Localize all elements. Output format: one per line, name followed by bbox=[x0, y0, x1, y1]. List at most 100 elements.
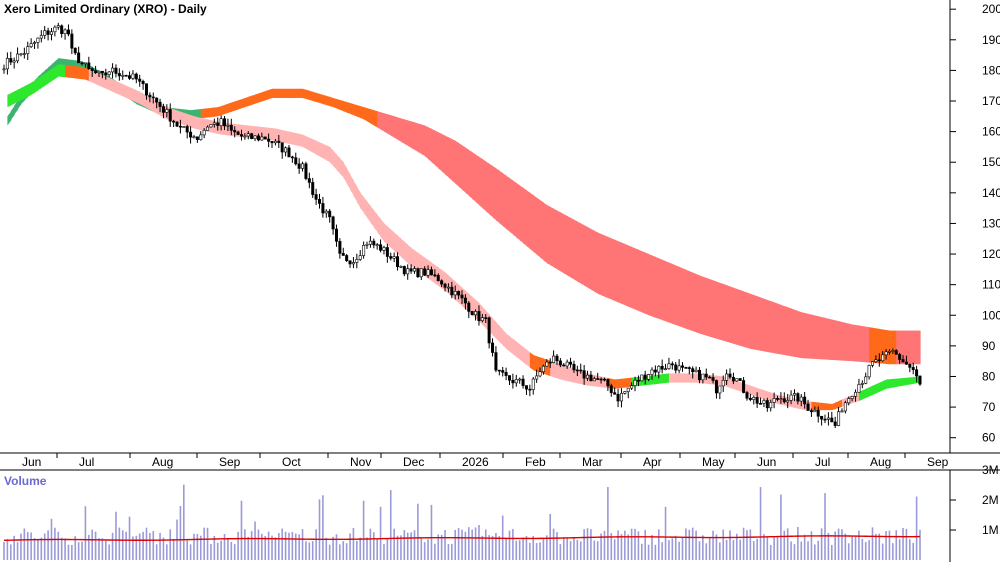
short-term-band-segment bbox=[899, 378, 904, 387]
month-tick-label: Sep bbox=[219, 455, 241, 469]
volume-bar bbox=[335, 534, 338, 560]
candle-body bbox=[429, 269, 433, 276]
long-term-band-segment bbox=[394, 116, 399, 140]
long-term-band-segment bbox=[763, 298, 768, 352]
short-term-band-segment bbox=[278, 129, 283, 143]
candle-body bbox=[694, 369, 698, 373]
long-term-band-segment bbox=[719, 282, 724, 341]
short-term-band-segment bbox=[563, 365, 568, 382]
candle-body bbox=[90, 68, 94, 71]
volume-bar bbox=[393, 528, 395, 560]
candle-body bbox=[263, 136, 267, 140]
candle-body bbox=[779, 398, 783, 400]
volume-bar bbox=[461, 529, 463, 560]
volume-bar bbox=[230, 541, 233, 560]
long-term-band-segment bbox=[407, 120, 412, 148]
candle-body bbox=[2, 68, 6, 71]
volume-bar bbox=[837, 528, 840, 560]
short-term-band-segment bbox=[363, 197, 368, 218]
short-term-band-segment bbox=[862, 388, 867, 400]
long-term-band-segment bbox=[397, 117, 402, 142]
long-term-band-segment bbox=[730, 286, 735, 344]
short-term-band-segment bbox=[112, 79, 117, 94]
indicator-bands bbox=[7, 58, 921, 411]
volume-bar bbox=[47, 530, 49, 560]
short-term-band-segment bbox=[682, 373, 687, 383]
short-term-band-segment bbox=[621, 378, 626, 388]
volume-bar bbox=[440, 534, 443, 560]
long-term-band-segment bbox=[706, 277, 711, 337]
price-tick-label: 190 bbox=[982, 33, 1000, 47]
volume-bar bbox=[776, 536, 779, 560]
candle-body bbox=[100, 70, 104, 74]
volume-bar bbox=[603, 530, 606, 560]
volume-bar bbox=[315, 529, 317, 560]
long-term-band-segment bbox=[791, 308, 796, 357]
candle-body bbox=[718, 385, 722, 394]
long-term-band-segment bbox=[210, 107, 215, 118]
short-term-band-segment bbox=[906, 377, 911, 386]
short-term-band-segment bbox=[82, 66, 87, 80]
short-term-band-segment bbox=[407, 244, 412, 267]
candle-body bbox=[372, 240, 376, 246]
volume-bar bbox=[905, 528, 908, 560]
candle-body bbox=[626, 387, 630, 392]
long-term-band-segment bbox=[377, 111, 382, 130]
volume-bar bbox=[298, 534, 300, 560]
short-term-band-segment bbox=[529, 352, 534, 371]
volume-bar bbox=[294, 533, 297, 560]
volume-bar bbox=[742, 527, 745, 560]
date-axis-ticks: Jun Jul Aug Sep Oct Nov Dec 2026 Feb Mar Apr May Jun… bbox=[22, 453, 949, 469]
short-term-band-segment bbox=[20, 86, 25, 101]
long-term-band-segment bbox=[299, 88, 304, 98]
candle-body bbox=[477, 311, 481, 321]
short-term-band-segment bbox=[553, 361, 558, 379]
long-term-band-segment bbox=[689, 271, 694, 332]
candle-body bbox=[5, 58, 9, 70]
candle-body bbox=[664, 368, 668, 371]
short-term-band-segment bbox=[872, 384, 877, 395]
volume-bar bbox=[641, 543, 643, 560]
volume-bar bbox=[138, 533, 141, 560]
volume-bar bbox=[430, 504, 433, 560]
long-term-band-segment bbox=[567, 216, 572, 278]
candle-body bbox=[141, 81, 145, 85]
candle-body bbox=[243, 135, 247, 138]
long-term-band-segment bbox=[540, 200, 545, 261]
long-term-band-segment bbox=[411, 121, 416, 150]
volume-bar bbox=[685, 528, 687, 560]
volume-bar bbox=[746, 530, 748, 560]
long-term-band-segment bbox=[221, 104, 226, 116]
candle-body bbox=[681, 365, 685, 368]
candle-body bbox=[301, 163, 305, 169]
volume-bar bbox=[132, 536, 134, 560]
candle-body bbox=[769, 402, 773, 409]
volume-bar bbox=[875, 533, 877, 560]
short-term-band-segment bbox=[139, 91, 144, 106]
short-term-band-segment bbox=[285, 130, 290, 144]
candle-body bbox=[630, 385, 634, 389]
volume-bar bbox=[37, 540, 39, 560]
volume-bar bbox=[644, 529, 646, 560]
volume-bar bbox=[454, 529, 457, 560]
long-term-band-segment bbox=[468, 149, 473, 199]
volume-bar bbox=[183, 484, 185, 560]
candle-body bbox=[107, 71, 111, 75]
long-term-band-segment bbox=[573, 219, 578, 282]
long-term-band-segment bbox=[618, 241, 623, 304]
candle-body bbox=[121, 75, 125, 77]
month-tick-label: 2026 bbox=[462, 455, 489, 469]
volume-bar bbox=[844, 533, 847, 560]
volume-bar bbox=[912, 542, 915, 560]
long-term-band-segment bbox=[200, 108, 205, 119]
volume-bar bbox=[827, 533, 830, 560]
volume-bar bbox=[3, 542, 5, 560]
long-term-band-segment bbox=[852, 324, 857, 362]
candle-body bbox=[881, 354, 885, 362]
candle-body bbox=[606, 379, 610, 387]
short-term-band-segment bbox=[288, 131, 293, 145]
volume-bar bbox=[155, 544, 158, 560]
volume-bar bbox=[264, 535, 267, 560]
long-term-band-segment bbox=[723, 284, 728, 342]
volume-bar bbox=[406, 532, 409, 560]
